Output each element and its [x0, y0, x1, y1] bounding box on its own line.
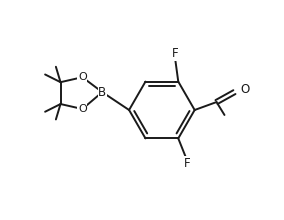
- Text: B: B: [98, 86, 106, 99]
- Text: F: F: [172, 47, 179, 60]
- Text: F: F: [184, 157, 191, 170]
- Text: O: O: [240, 83, 249, 96]
- Text: O: O: [78, 72, 87, 82]
- Text: O: O: [78, 104, 87, 114]
